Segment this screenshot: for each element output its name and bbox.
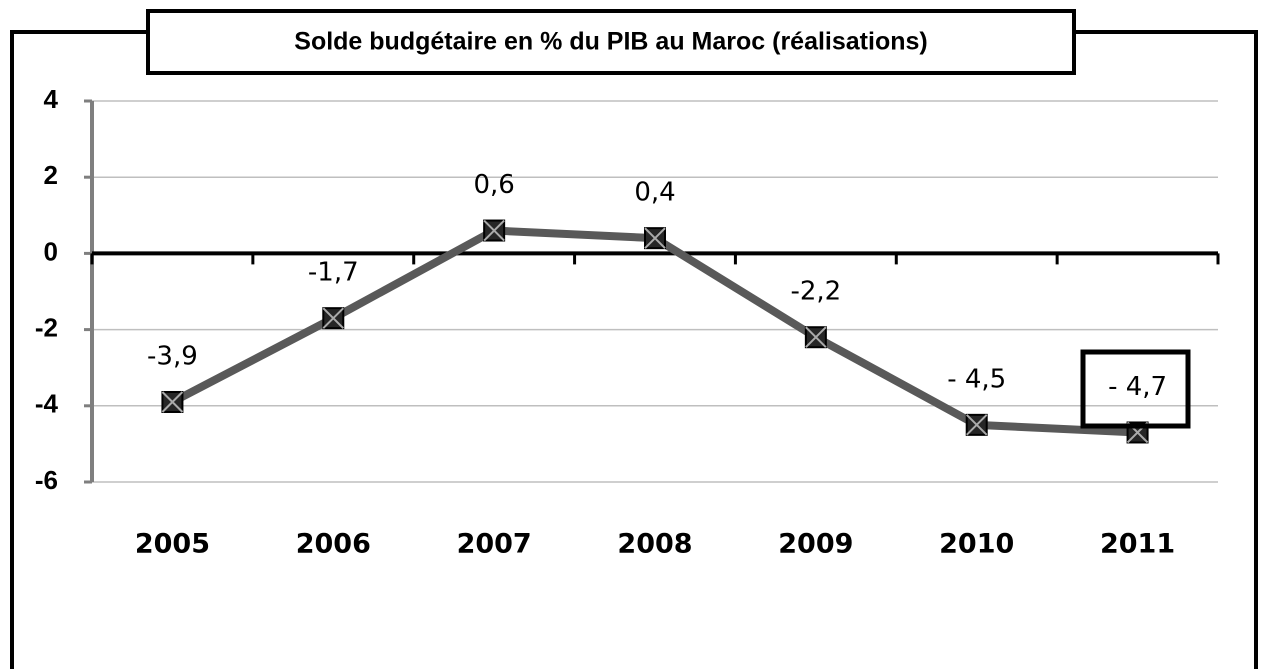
- marker-cross: [483, 219, 505, 242]
- y-tick-label: 0: [44, 236, 58, 266]
- plot-area: -6 -4 -2 0 2 4 -3,9 -1,7 0,6 0,4 -2,2 - 4,5 - 4,7 200…: [35, 84, 1220, 560]
- data-marker: [483, 219, 506, 242]
- value-label: - 4,7: [1108, 372, 1167, 402]
- marker-cross: [644, 227, 666, 249]
- y-tick-label: -4: [35, 389, 59, 419]
- data-marker: [804, 326, 827, 349]
- y-tick-label: 4: [44, 84, 59, 114]
- x-tick-label: 2007: [457, 529, 532, 560]
- value-label: -2,2: [790, 277, 841, 307]
- x-tick-label: 2010: [939, 529, 1014, 560]
- highlight-box: [1080, 349, 1191, 429]
- x-tick-label: 2006: [296, 529, 371, 560]
- value-label: - 4,5: [947, 364, 1006, 394]
- marker-cross: [322, 307, 344, 329]
- data-marker: [644, 227, 666, 250]
- y-tick-label: -2: [35, 312, 58, 342]
- marker-cross: [805, 326, 827, 348]
- chart-title: Solde budgétaire en % du PIB au Maroc (r…: [294, 28, 927, 56]
- value-label: -3,9: [147, 341, 198, 371]
- x-tick-label: 2008: [617, 529, 692, 560]
- data-marker: [322, 307, 345, 330]
- marker-cross: [966, 414, 988, 436]
- title-box: [146, 9, 1076, 75]
- y-tick-label: -6: [35, 465, 58, 495]
- x-tick-label: 2009: [778, 529, 853, 560]
- x-tick-label: 2011: [1100, 529, 1175, 560]
- data-marker: [161, 390, 184, 413]
- marker-cross: [161, 391, 184, 413]
- y-tick-label: 2: [44, 160, 58, 190]
- frame: [10, 30, 1258, 669]
- x-tick-label: 2005: [135, 529, 210, 560]
- value-label: 0,6: [473, 170, 514, 200]
- value-label: 0,4: [634, 178, 675, 208]
- data-marker: [965, 413, 988, 436]
- value-label: -1,7: [308, 258, 359, 288]
